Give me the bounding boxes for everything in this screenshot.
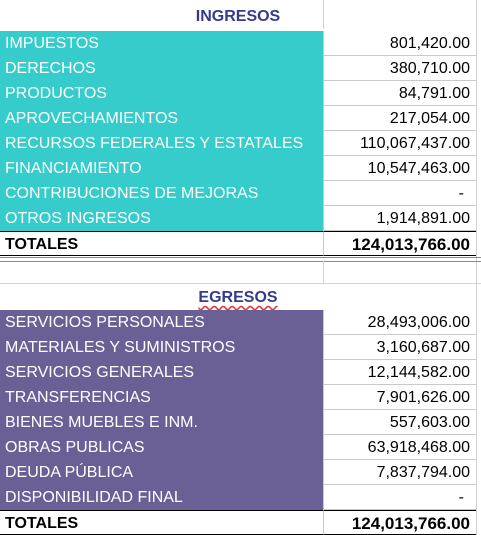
- row-value: -: [323, 485, 476, 510]
- row-label: CONTRIBUCIONES DE MEJORAS: [0, 181, 323, 206]
- row-value: 380,710.00: [323, 56, 476, 81]
- row-value: 84,791.00: [323, 81, 476, 106]
- egresos-title: EGRESOS: [0, 283, 476, 312]
- total-value: 124,013,766.00: [323, 231, 476, 256]
- row-value: 7,837,794.00: [323, 460, 476, 485]
- table-row[interactable]: CONTRIBUCIONES DE MEJORAS -: [0, 181, 481, 206]
- table-row[interactable]: DISPONIBILIDAD FINAL -: [0, 485, 481, 510]
- total-value: 124,013,766.00: [323, 510, 476, 535]
- row-value: 63,918,468.00: [323, 435, 476, 460]
- row-value: 801,420.00: [323, 31, 476, 56]
- row-label: APROVECHAMIENTOS: [0, 106, 323, 131]
- table-row[interactable]: SERVICIOS PERSONALES 28,493,006.00: [0, 310, 481, 335]
- row-label: TRANSFERENCIAS: [0, 385, 323, 410]
- row-label: OTROS INGRESOS: [0, 206, 323, 231]
- row-value: 557,603.00: [323, 410, 476, 435]
- row-label: RECURSOS FEDERALES Y ESTATALES: [0, 131, 323, 156]
- ingresos-total-row[interactable]: TOTALES 124,013,766.00: [0, 231, 481, 256]
- row-value: 28,493,006.00: [323, 310, 476, 335]
- row-label: BIENES MUEBLES E INM.: [0, 410, 323, 435]
- table-row[interactable]: SERVICIOS GENERALES 12,144,582.00: [0, 360, 481, 385]
- row-value: 3,160,687.00: [323, 335, 476, 360]
- grid-line: [476, 0, 477, 535]
- table-row[interactable]: TRANSFERENCIAS 7,901,626.00: [0, 385, 481, 410]
- row-label: DERECHOS: [0, 56, 323, 81]
- row-label: DEUDA PÚBLICA: [0, 460, 323, 485]
- row-value: 217,054.00: [323, 106, 476, 131]
- row-label: DISPONIBILIDAD FINAL: [0, 485, 323, 510]
- table-row[interactable]: FINANCIAMIENTO 10,547,463.00: [0, 156, 481, 181]
- row-value: -: [323, 181, 476, 206]
- grid-line: [323, 261, 324, 283]
- row-label: PRODUCTOS: [0, 81, 323, 106]
- row-value: 7,901,626.00: [323, 385, 476, 410]
- table-row[interactable]: DEUDA PÚBLICA 7,837,794.00: [0, 460, 481, 485]
- table-row[interactable]: BIENES MUEBLES E INM. 557,603.00: [0, 410, 481, 435]
- egresos-title-text: EGRESOS: [198, 289, 278, 306]
- table-row[interactable]: MATERIALES Y SUMINISTROS 3,160,687.00: [0, 335, 481, 360]
- row-label-text: BIENES MUEBLES E INM.: [5, 414, 198, 431]
- row-label: OBRAS PUBLICAS: [0, 435, 323, 460]
- grid-line: [323, 0, 324, 29]
- table-row[interactable]: IMPUESTOS 801,420.00: [0, 31, 481, 56]
- table-row[interactable]: PRODUCTOS 84,791.00: [0, 81, 481, 106]
- ingresos-title: INGRESOS: [195, 8, 281, 25]
- table-row[interactable]: APROVECHAMIENTOS 217,054.00: [0, 106, 481, 131]
- row-label: IMPUESTOS: [0, 31, 323, 56]
- table-row[interactable]: RECURSOS FEDERALES Y ESTATALES 110,067,4…: [0, 131, 481, 156]
- section-divider: [0, 257, 481, 262]
- row-label: SERVICIOS PERSONALES: [0, 310, 323, 335]
- table-row[interactable]: DERECHOS 380,710.00: [0, 56, 481, 81]
- row-value: 12,144,582.00: [323, 360, 476, 385]
- table-row[interactable]: OBRAS PUBLICAS 63,918,468.00: [0, 435, 481, 460]
- row-value: 1,914,891.00: [323, 206, 476, 231]
- row-label: SERVICIOS GENERALES: [0, 360, 323, 385]
- total-label: TOTALES: [0, 510, 323, 535]
- row-value: 10,547,463.00: [323, 156, 476, 181]
- table-row[interactable]: OTROS INGRESOS 1,914,891.00: [0, 206, 481, 231]
- egresos-total-row[interactable]: TOTALES 124,013,766.00: [0, 510, 481, 535]
- total-label: TOTALES: [0, 231, 323, 256]
- row-value: 110,067,437.00: [323, 131, 476, 156]
- blank-row: [0, 261, 481, 284]
- row-label: MATERIALES Y SUMINISTROS: [0, 335, 323, 360]
- row-label: FINANCIAMIENTO: [0, 156, 323, 181]
